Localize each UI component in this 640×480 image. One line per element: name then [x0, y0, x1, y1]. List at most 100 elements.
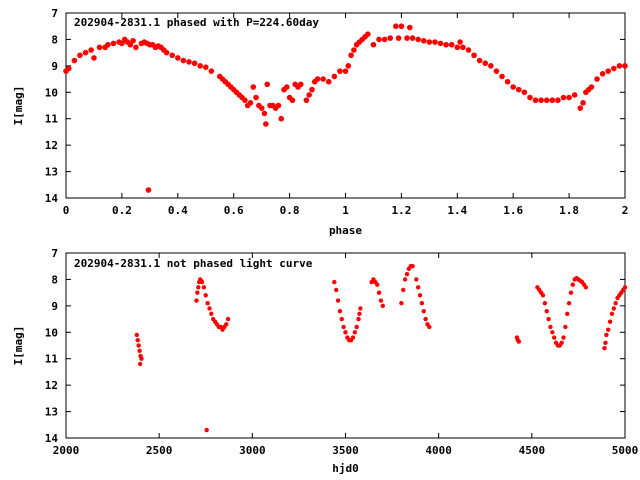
data-point: [611, 65, 617, 72]
data-point: [570, 282, 576, 287]
data-point: [599, 70, 606, 77]
data-point: [71, 57, 78, 64]
data-point: [289, 97, 296, 104]
data-point: [395, 35, 402, 41]
x-tick-label: 3500: [332, 444, 359, 457]
data-point: [139, 356, 144, 361]
chart-title: 202904-2831.1 phased with P=224.60day: [74, 16, 319, 29]
data-point: [204, 427, 209, 433]
data-point: [432, 39, 438, 45]
x-tick-label: 3000: [239, 444, 266, 457]
data-point: [91, 55, 97, 61]
y-tick-label: 14: [45, 432, 59, 445]
data-point: [196, 285, 201, 290]
data-point: [427, 324, 432, 330]
data-point: [546, 316, 551, 322]
data-point: [504, 78, 511, 85]
data-point: [297, 81, 304, 88]
data-point: [594, 76, 600, 82]
y-tick-label: 9: [51, 300, 58, 313]
data-point: [350, 335, 356, 340]
data-point: [542, 301, 548, 306]
x-tick-label: 0.2: [112, 204, 132, 217]
data-point: [119, 40, 125, 47]
data-point: [134, 332, 140, 338]
data-point: [133, 44, 139, 51]
data-point: [414, 277, 419, 282]
data-point: [191, 60, 198, 67]
data-point: [415, 36, 421, 43]
data-point: [258, 105, 265, 111]
x-tick-label: 1.6: [503, 204, 523, 217]
data-point: [201, 285, 207, 290]
y-tick-label: 14: [45, 192, 59, 205]
data-point: [247, 100, 254, 106]
data-point: [559, 340, 564, 346]
data-point: [443, 41, 449, 48]
data-point: [616, 63, 623, 69]
data-point: [205, 301, 210, 306]
data-point: [540, 293, 546, 298]
data-point: [225, 316, 231, 322]
data-point: [137, 361, 143, 367]
data-point: [127, 41, 134, 48]
data-point: [588, 84, 595, 90]
x-tick-label: 2500: [146, 444, 173, 457]
data-point: [577, 105, 584, 111]
data-point: [488, 63, 494, 69]
data-point: [476, 57, 483, 64]
data-point: [343, 330, 348, 335]
y-tick-label: 7: [51, 7, 58, 20]
data-point: [186, 59, 192, 65]
data-point: [264, 81, 271, 88]
data-point: [209, 311, 214, 316]
data-point: [551, 335, 557, 340]
data-point: [96, 44, 103, 51]
data-point: [275, 102, 282, 109]
data-point: [370, 41, 377, 48]
data-point: [420, 37, 427, 44]
data-point: [105, 41, 111, 48]
data-point: [358, 306, 363, 311]
data-point: [609, 311, 615, 316]
unphased-light-curve-panel: 2000 2500 3000 3500 4000 4500 5000 7 8 9 10 11 12 13 1…: [12, 247, 638, 475]
data-point: [521, 89, 528, 96]
data-point: [332, 279, 337, 285]
data-point: [306, 92, 312, 98]
data-point: [532, 97, 539, 104]
data-point: [381, 36, 388, 43]
data-point: [603, 340, 608, 346]
data-point: [516, 339, 521, 344]
x-tick-label: 0.8: [280, 204, 300, 217]
data-point: [263, 121, 269, 127]
data-point: [208, 68, 215, 74]
data-point: [606, 327, 611, 332]
y-tick-label: 9: [51, 60, 58, 73]
data-point: [457, 39, 463, 45]
data-point: [354, 324, 359, 330]
data-point: [602, 345, 607, 351]
data-point: [393, 23, 399, 30]
y-axis-label: I[mag]: [12, 86, 25, 126]
data-point: [410, 264, 415, 269]
data-point: [544, 308, 549, 314]
data-point: [401, 287, 406, 293]
data-point: [331, 73, 338, 80]
data-point: [380, 303, 385, 309]
data-point: [348, 52, 354, 59]
data-point: [352, 330, 358, 335]
data-point: [284, 84, 290, 90]
y-tick-label: 8: [51, 273, 58, 286]
data-point: [110, 40, 117, 47]
data-point: [207, 306, 212, 311]
data-point: [471, 52, 477, 59]
data-point: [406, 24, 413, 31]
data-point: [278, 115, 285, 122]
x-tick-label: 4500: [519, 444, 546, 457]
data-point: [460, 44, 466, 51]
data-point: [399, 301, 404, 306]
data-point: [409, 35, 416, 41]
data-point: [611, 306, 617, 311]
data-point: [493, 68, 500, 74]
